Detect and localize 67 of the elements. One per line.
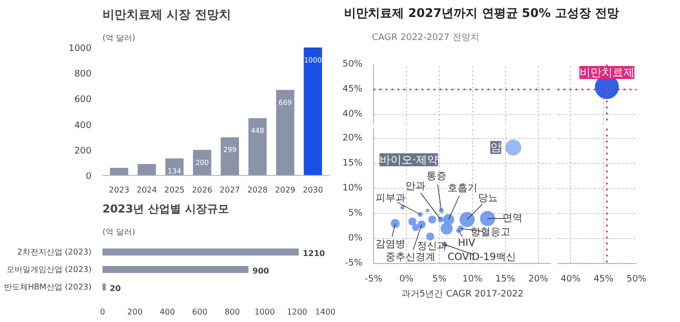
annotation: 바이오·제약 [380,153,438,166]
annotation: 중추신경계 [386,252,436,263]
y-axis-title: (억 달러) [102,34,136,42]
y-tick-label: 모바일게임산업 (2023) [6,265,92,274]
x-tick-label: 600 [192,308,208,316]
chart-title: 비만치료제 2027년까지 연평균 50% 고성장 전망 [344,5,620,22]
x-tick-label: -5% [364,274,383,284]
x-tick-label: 20% [528,274,549,284]
chart-subtitle: (억 달러) [102,228,136,236]
x-tick-label: 2027 [220,186,240,194]
y-tick-label: 50% [342,59,363,70]
y-axis-title: CAGR 2022-2027 전망치 [372,32,480,45]
data-label: 900 [252,266,270,276]
x-tick-label: 50% [626,274,647,284]
annotation: 감염병 [375,238,406,250]
annotation: 안과 [406,180,426,192]
x-tick-label: 1400 [315,308,336,316]
x-tick-label: 5% [432,274,448,284]
y-tick-label: 600 [74,95,92,106]
annotation: 면역 [502,212,523,224]
chart-title: 2023년 산업별 시장규모 [102,202,229,216]
y-tick-label: 40% [342,109,363,120]
annotation: 비만치료제 [579,66,634,79]
data-label: 1210 [302,249,326,258]
x-axis-title: 과거5년간 CAGR 2017-2022 [401,289,524,300]
x-tick-label: 2025 [164,186,185,194]
x-tick-label: 2028 [247,186,268,194]
annotation: 피부과 [375,192,406,204]
x-tick-label: 0 [100,308,106,316]
annotation: 통증 [426,170,446,182]
x-tick-label: 40% [560,274,582,284]
y-tick-label: 45% [342,84,363,94]
x-tick-label: 800 [224,308,240,316]
annotation: 암 [490,140,502,154]
x-tick-label: 2026 [192,186,212,194]
x-tick-label: 200 [127,308,143,316]
y-tick-label: 0% [348,233,363,244]
y-tick-label: 200 [74,146,92,156]
x-tick-label: 15% [495,274,516,284]
y-tick-label: 20% [342,133,363,144]
x-tick-label: 1200 [286,308,308,316]
y-tick-label: 1000 [68,44,92,54]
y-tick-label: 5% [348,208,363,218]
x-tick-label: 0% [399,274,414,284]
y-tick-label: 반도체HBM산업 (2023) [4,282,92,292]
annotation: COVID-19백신 [447,252,516,263]
annotation: 당뇨 [478,192,498,204]
x-tick-label: 10% [462,274,483,284]
x-tick-label: 2029 [275,186,296,194]
x-tick-label: 400 [160,308,176,316]
y-tick-label: 2차전지산업 (2023) [17,248,92,256]
y-tick-label: -5% [344,258,363,268]
x-tick-label: 2030 [302,186,324,194]
annotation: 호흡기 [448,182,478,194]
x-tick-label: 45% [594,274,614,284]
y-tick-label: 15% [342,158,363,168]
annotation: 항혈응고 [470,226,511,238]
data-label: 20 [110,284,122,293]
x-tick-label: 2024 [136,186,157,194]
x-tick-label: 2023 [108,186,130,194]
chart-title: 비만치료제 시장 전망치 [102,8,231,22]
y-tick-label: 800 [74,70,92,80]
y-tick-label: 400 [74,120,92,131]
annotation: HIV [458,238,476,249]
y-tick-label: 0 [86,172,92,182]
annotation: 정신과 [417,240,448,252]
x-tick-label: 1000 [254,308,275,316]
